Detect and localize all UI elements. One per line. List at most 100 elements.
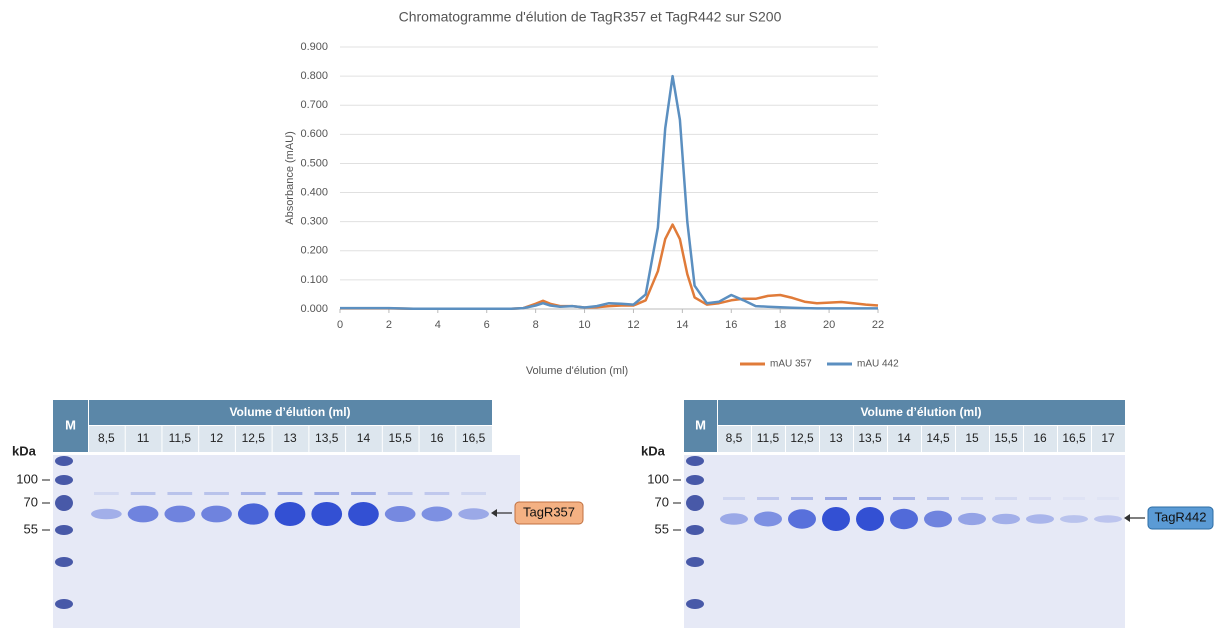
gel-band-upper — [1029, 497, 1051, 500]
gel-band-upper — [961, 497, 983, 500]
lane-label: 11,5 — [169, 431, 192, 445]
header-text: Volume d’élution (ml) — [229, 405, 350, 419]
lane-label: 13 — [829, 431, 843, 445]
protein-tag — [1147, 506, 1214, 530]
lane-cell — [346, 426, 382, 452]
arrow-head — [491, 509, 497, 517]
gel-band — [890, 508, 918, 530]
y-tick-label: 0.700 — [300, 99, 328, 111]
gel-band-upper — [130, 492, 156, 495]
y-tick-label: 0.200 — [300, 245, 328, 257]
lane-label: 15,5 — [994, 431, 1018, 445]
ladder-band — [686, 456, 704, 466]
lane-label: 11 — [137, 431, 150, 445]
lane-label: 16 — [430, 431, 444, 445]
gel-band — [788, 509, 816, 529]
lane-label: 12 — [210, 431, 224, 445]
gel-band-upper — [995, 497, 1017, 500]
x-tick-label: 20 — [823, 319, 835, 331]
protein-tag — [514, 501, 584, 525]
x-tick-label: 14 — [676, 319, 688, 331]
ladder-band — [55, 475, 73, 485]
header-marker — [684, 400, 717, 452]
lane-cell — [162, 426, 199, 452]
x-axis-label: Volume d'élution (ml) — [526, 365, 628, 377]
gel-band-upper — [314, 492, 340, 495]
y-tick-label: 0.900 — [300, 41, 328, 53]
unit-label: kDa — [12, 443, 37, 458]
lane-cell — [419, 426, 456, 452]
lane-cell — [888, 426, 921, 452]
gel-band-upper — [240, 492, 266, 495]
lane-label: 13 — [283, 431, 297, 445]
x-tick-label: 22 — [872, 319, 884, 331]
y-tick-label: 0.600 — [300, 128, 328, 140]
protein-label: TagR442 — [1154, 509, 1206, 524]
lane-cell — [272, 426, 309, 452]
gel-band-upper — [351, 492, 376, 495]
lane-cell — [309, 426, 346, 452]
series-line — [340, 223, 879, 310]
lane-label: 13,5 — [858, 431, 882, 445]
marker-label: M — [65, 417, 76, 432]
ladder-band — [55, 599, 73, 609]
gel-band-upper — [94, 492, 119, 495]
lane-cell — [752, 426, 785, 452]
header-title — [89, 400, 492, 425]
lane-label: 12,5 — [790, 431, 814, 445]
x-tick-label: 10 — [578, 319, 590, 331]
lane-cell — [235, 426, 272, 452]
gel-band-upper — [893, 497, 915, 500]
legend-label: mAU 442 — [857, 359, 899, 370]
gel-band — [348, 502, 379, 526]
lane-label: 16 — [1033, 431, 1047, 445]
lane-cell — [125, 426, 162, 452]
lane-cell — [456, 426, 492, 452]
gel-band-upper — [791, 497, 813, 500]
ladder-band — [686, 599, 704, 609]
gel-band — [201, 505, 232, 523]
header-text: Volume d’élution (ml) — [860, 405, 981, 419]
x-tick-label: 16 — [725, 319, 737, 331]
lane-label: 14 — [897, 431, 911, 445]
size-label: 55 — [24, 521, 38, 536]
lane-cell — [382, 426, 419, 452]
lane-cell — [1024, 426, 1057, 452]
y-tick-label: 0.500 — [300, 157, 328, 169]
gel-band-upper — [424, 492, 450, 495]
gel-band-upper — [204, 492, 229, 495]
lane-cell — [199, 426, 235, 452]
gel-band-upper — [461, 492, 486, 495]
protein-label: TagR357 — [523, 504, 575, 519]
chart-title: Chromatogramme d'élution de TagR357 et T… — [399, 9, 782, 25]
gel-band — [856, 507, 884, 531]
lane-label: 14,5 — [926, 431, 950, 445]
size-label: 70 — [655, 494, 669, 509]
gel-band-upper — [1097, 497, 1119, 500]
x-tick-label: 0 — [337, 319, 343, 331]
lane-cell — [786, 426, 819, 452]
gel-band-upper — [723, 497, 745, 500]
lane-label: 8,5 — [98, 431, 115, 445]
lane-cell — [956, 426, 989, 452]
x-tick-label: 6 — [484, 319, 490, 331]
lane-cell — [89, 426, 125, 452]
ladder-band — [55, 557, 73, 567]
gel-band — [924, 510, 952, 528]
gel-band — [1094, 515, 1122, 523]
gel-band — [237, 503, 269, 525]
gel-band — [421, 506, 453, 522]
gel-band — [91, 508, 122, 520]
header-title — [718, 400, 1125, 425]
y-tick-label: 0.800 — [300, 70, 328, 82]
y-axis-label: Absorbance (mAU) — [284, 131, 296, 225]
gel-band-upper — [825, 497, 847, 500]
unit-label: kDa — [641, 443, 666, 458]
gel-image — [684, 455, 1125, 628]
ladder-band — [686, 525, 704, 535]
x-tick-label: 8 — [533, 319, 539, 331]
gel-image — [53, 455, 520, 628]
gel-band — [992, 513, 1020, 525]
ladder-band — [686, 495, 704, 511]
